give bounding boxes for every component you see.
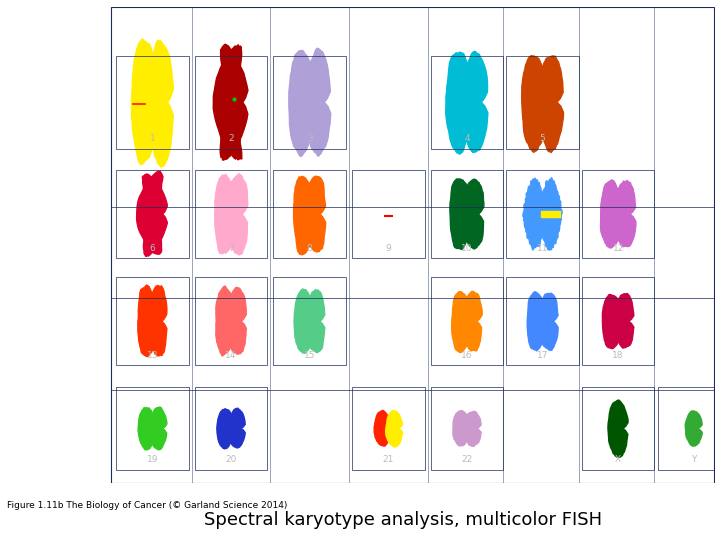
Polygon shape xyxy=(386,410,402,447)
Polygon shape xyxy=(538,293,558,350)
Text: 6: 6 xyxy=(150,244,156,253)
Polygon shape xyxy=(600,180,623,248)
Polygon shape xyxy=(374,410,391,446)
Polygon shape xyxy=(462,292,482,351)
Text: X: X xyxy=(615,455,621,464)
Text: 22: 22 xyxy=(462,455,472,464)
Polygon shape xyxy=(294,289,314,353)
Text: 14: 14 xyxy=(225,350,237,360)
Polygon shape xyxy=(132,39,156,165)
Polygon shape xyxy=(213,45,242,160)
Polygon shape xyxy=(215,174,237,254)
Text: 18: 18 xyxy=(613,350,624,360)
Text: 12: 12 xyxy=(613,244,624,253)
Polygon shape xyxy=(539,178,562,251)
Text: Y: Y xyxy=(691,455,696,464)
Polygon shape xyxy=(464,411,481,447)
Polygon shape xyxy=(289,50,313,157)
Polygon shape xyxy=(385,177,408,251)
Polygon shape xyxy=(446,52,471,154)
Text: 7: 7 xyxy=(228,244,234,253)
Polygon shape xyxy=(685,411,702,446)
Text: 1: 1 xyxy=(150,134,156,143)
Polygon shape xyxy=(451,292,472,353)
Text: 16: 16 xyxy=(462,350,473,360)
Text: 19: 19 xyxy=(147,455,158,464)
Polygon shape xyxy=(150,407,167,450)
Polygon shape xyxy=(138,408,155,450)
Text: 17: 17 xyxy=(537,350,549,360)
Polygon shape xyxy=(523,178,546,250)
Text: Spectral karyotype analysis, multicolor FISH: Spectral karyotype analysis, multicolor … xyxy=(204,511,602,529)
Polygon shape xyxy=(303,176,325,252)
Text: 15: 15 xyxy=(304,350,315,360)
Polygon shape xyxy=(608,400,628,457)
Text: 5: 5 xyxy=(540,134,546,143)
Polygon shape xyxy=(225,174,248,255)
Text: 8: 8 xyxy=(307,244,312,253)
Text: 2: 2 xyxy=(228,134,234,143)
Polygon shape xyxy=(220,44,248,160)
Text: 10: 10 xyxy=(462,244,473,253)
Polygon shape xyxy=(450,179,472,249)
Polygon shape xyxy=(462,179,484,249)
Polygon shape xyxy=(217,409,233,449)
Polygon shape xyxy=(603,294,623,349)
Text: 21: 21 xyxy=(383,455,394,464)
Polygon shape xyxy=(305,289,325,353)
Text: 13: 13 xyxy=(147,350,158,360)
Polygon shape xyxy=(613,294,634,348)
Text: Figure 1.11b The Biology of Cancer (© Garland Science 2014): Figure 1.11b The Biology of Cancer (© Ga… xyxy=(7,502,287,510)
Text: 9: 9 xyxy=(385,244,391,253)
Polygon shape xyxy=(143,174,168,256)
Polygon shape xyxy=(294,177,316,255)
Polygon shape xyxy=(226,287,246,354)
Polygon shape xyxy=(216,286,235,356)
Polygon shape xyxy=(527,292,546,351)
Polygon shape xyxy=(148,40,174,167)
Text: 3: 3 xyxy=(307,134,312,143)
Text: 11: 11 xyxy=(537,244,549,253)
Polygon shape xyxy=(522,56,546,152)
Polygon shape xyxy=(539,56,564,152)
Polygon shape xyxy=(137,171,163,254)
Text: 4: 4 xyxy=(464,134,470,143)
Polygon shape xyxy=(463,51,488,152)
Polygon shape xyxy=(453,411,469,446)
Polygon shape xyxy=(147,286,167,356)
Text: 20: 20 xyxy=(225,455,237,464)
Polygon shape xyxy=(613,180,636,247)
Polygon shape xyxy=(228,408,246,448)
Polygon shape xyxy=(369,177,392,251)
Polygon shape xyxy=(138,285,158,356)
Polygon shape xyxy=(306,49,330,157)
